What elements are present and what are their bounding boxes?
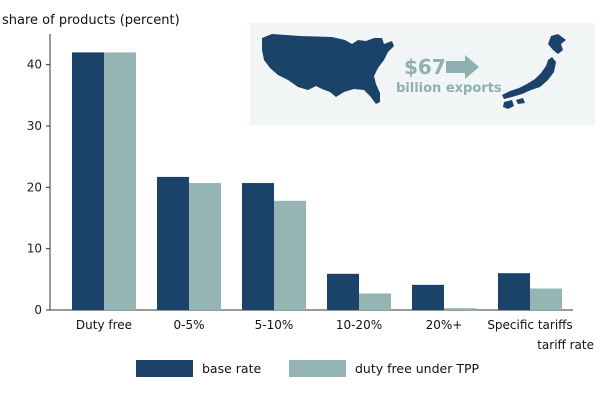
x-tick-label: 10-20%	[336, 318, 382, 332]
annotation-subtitle: billion exports	[396, 81, 502, 96]
x-tick-label: 5-10%	[255, 318, 294, 332]
x-tick-label: Duty free	[76, 318, 132, 332]
x-tick-label: 20%+	[426, 318, 463, 332]
y-tick-label: 0	[34, 303, 42, 317]
x-tick-label: 0-5%	[173, 318, 204, 332]
legend-label-duty-free: duty free under TPP	[355, 361, 480, 376]
bar-duty-free-0	[104, 52, 136, 311]
legend-swatch-duty-free	[289, 360, 346, 377]
x-tick-label: Specific tariffs	[487, 318, 572, 332]
bar-duty-free-1	[189, 183, 221, 310]
bar-base-rate-1	[157, 176, 189, 310]
y-tick-label: 30	[27, 119, 42, 133]
bar-base-rate-0	[72, 52, 104, 311]
bar-duty-free-2	[274, 200, 306, 310]
y-tick-label: 20	[27, 180, 42, 194]
bar-duty-free-5	[530, 288, 562, 310]
y-tick-label: 40	[27, 58, 42, 72]
x-axis-label: tariff rate	[537, 338, 594, 352]
usa-map-icon	[262, 34, 394, 104]
legend-swatch-base-rate	[136, 360, 193, 377]
bar-base-rate-3	[327, 273, 359, 310]
bar-duty-free-4	[444, 308, 476, 310]
bar-base-rate-5	[498, 273, 530, 310]
bar-base-rate-2	[242, 183, 274, 310]
arrow-right-icon	[446, 55, 479, 79]
annotation-amount: $67	[404, 55, 446, 79]
bar-duty-free-3	[359, 293, 391, 310]
bar-base-rate-4	[412, 284, 444, 310]
y-axis-label: share of products (percent)	[2, 13, 180, 28]
y-tick-label: 10	[27, 242, 42, 256]
japan-map-icon	[502, 34, 566, 109]
legend-label-base-rate: base rate	[202, 361, 261, 376]
